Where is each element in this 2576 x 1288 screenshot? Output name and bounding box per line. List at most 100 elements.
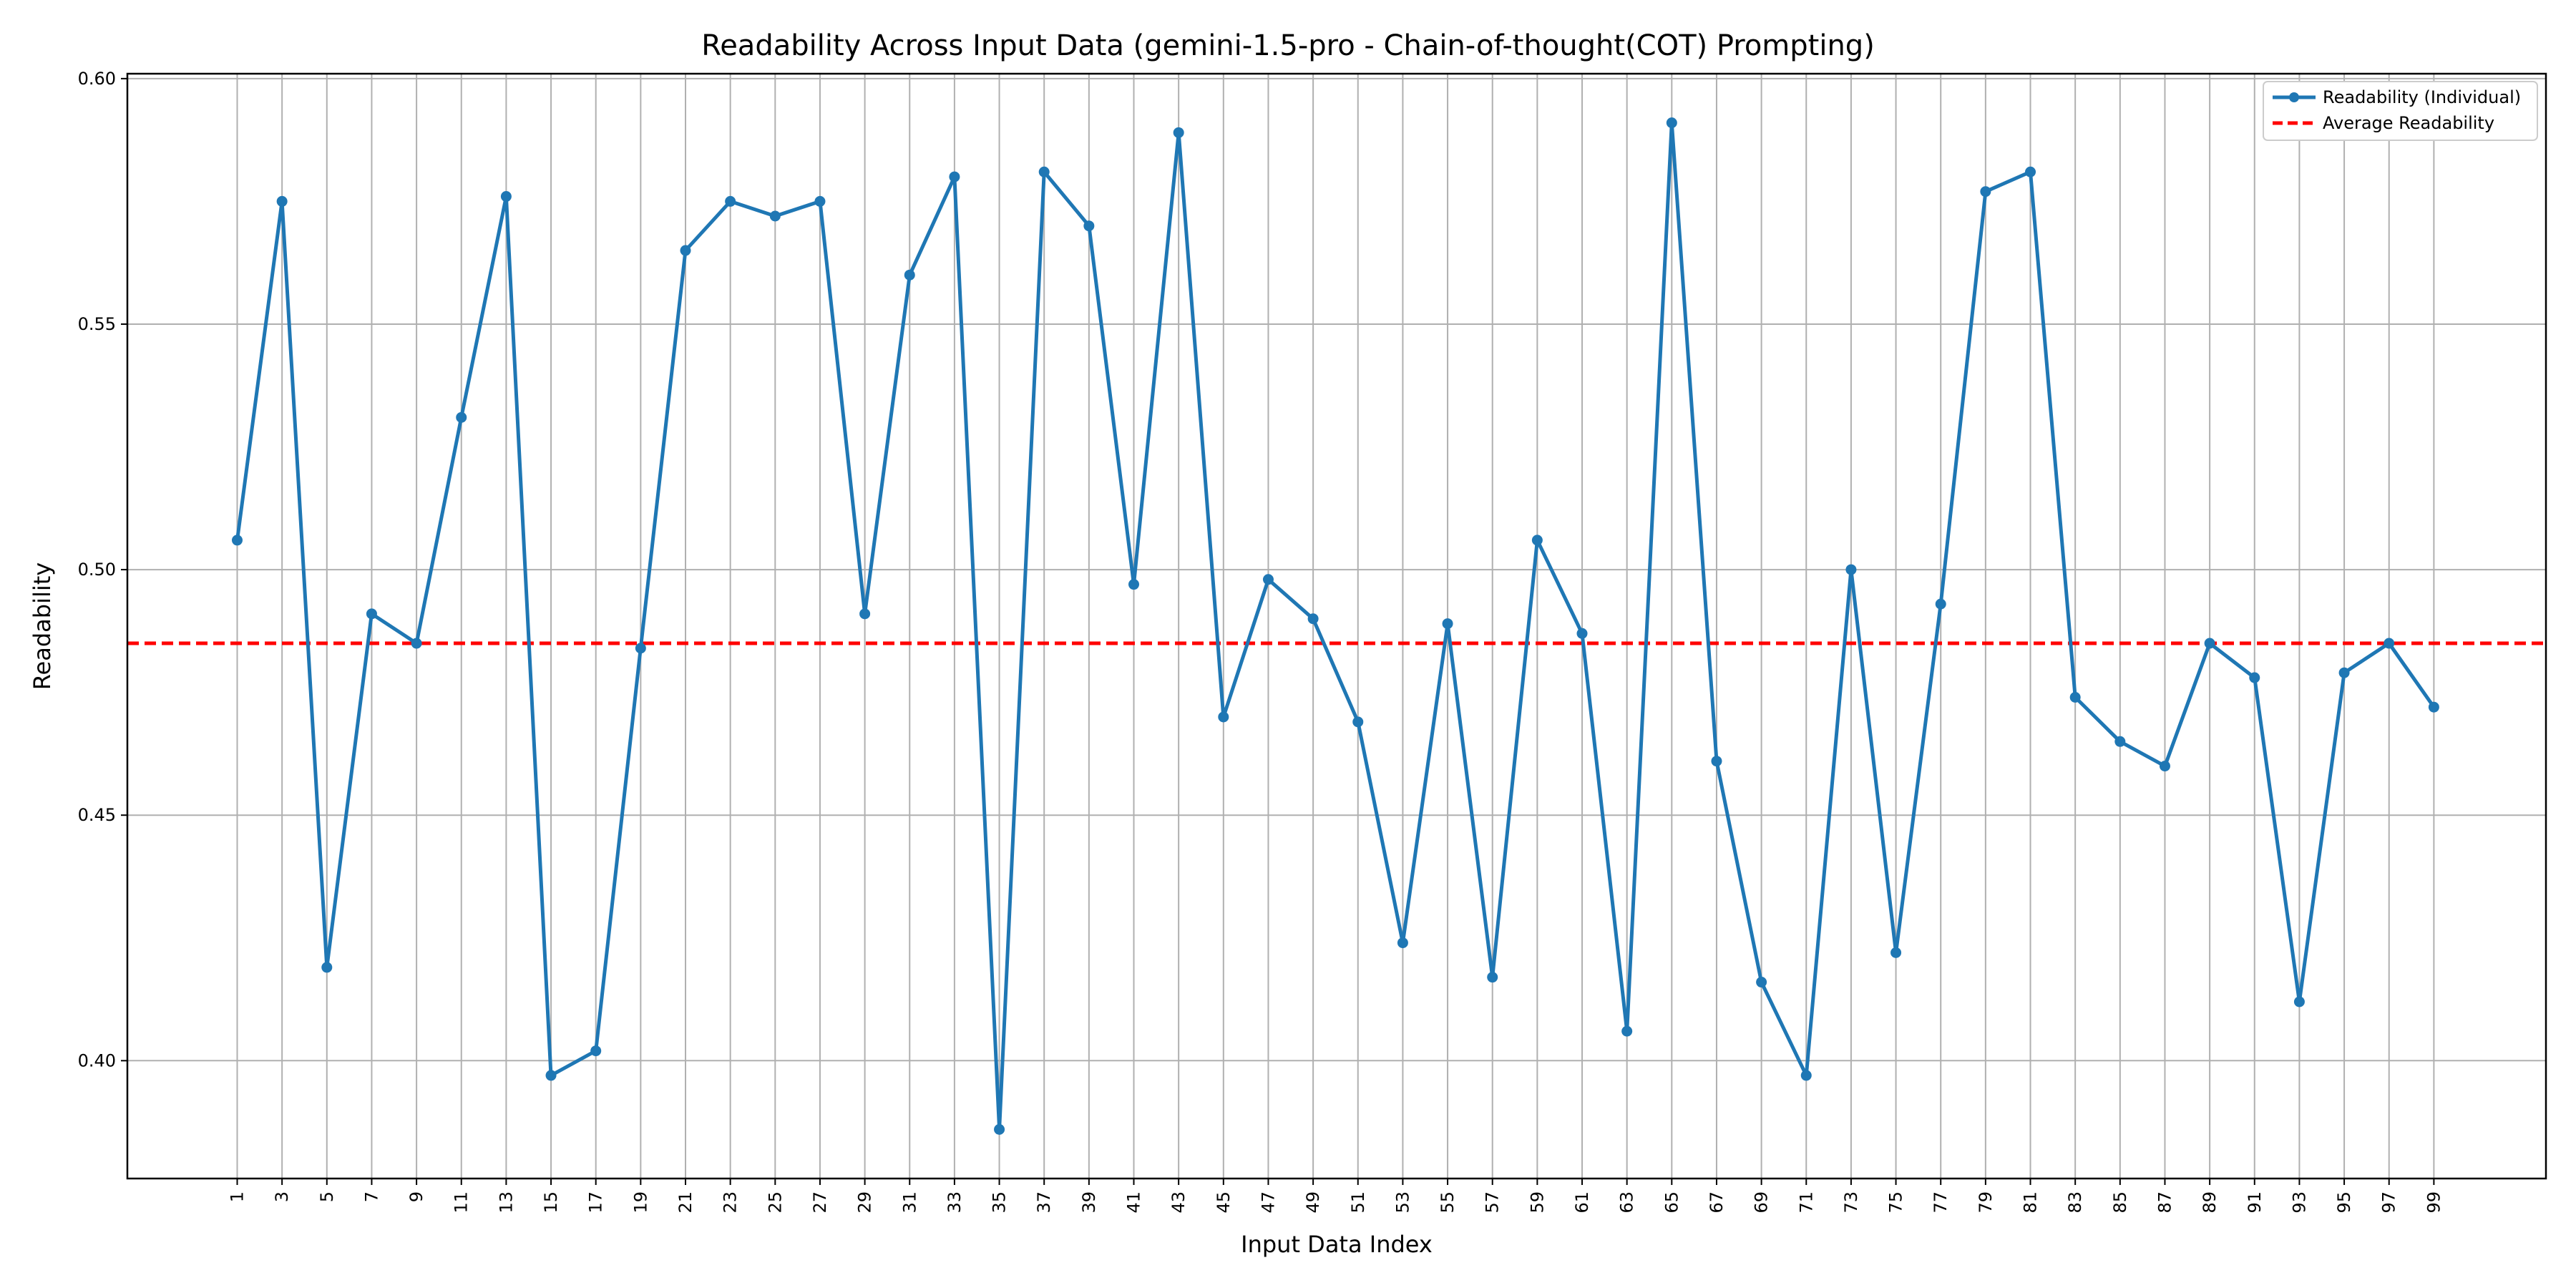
chart-title: Readability Across Input Data (gemini-1.… (701, 29, 1875, 62)
x-tick-label: 61 (1572, 1191, 1592, 1214)
x-tick-label: 3 (272, 1191, 292, 1202)
readability-data-point (1711, 756, 1722, 767)
readability-data-point (2114, 736, 2126, 747)
x-tick-label: 19 (630, 1191, 650, 1214)
x-tick-label: 63 (1617, 1191, 1637, 1214)
readability-data-point (904, 269, 915, 280)
readability-data-point (1531, 535, 1543, 546)
x-tick-label: 95 (2334, 1191, 2354, 1214)
x-tick-label: 49 (1303, 1191, 1323, 1214)
readability-data-point (2428, 701, 2439, 713)
x-tick-label: 83 (2065, 1191, 2085, 1214)
x-tick-label: 45 (1214, 1191, 1234, 1214)
readability-data-point (769, 210, 781, 222)
readability-data-point (2025, 166, 2036, 177)
readability-data-point (276, 195, 288, 207)
x-tick-label: 27 (810, 1191, 830, 1214)
x-tick-label: 37 (1034, 1191, 1054, 1214)
readability-data-point (1845, 564, 1857, 575)
readability-data-point (1621, 1025, 1633, 1037)
readability-data-point (2249, 672, 2260, 683)
x-tick-label: 43 (1169, 1191, 1189, 1214)
readability-data-point (1397, 937, 1408, 949)
readability-data-point (545, 1070, 557, 1081)
readability-data-point (814, 195, 826, 207)
readability-data-point (994, 1123, 1005, 1135)
x-tick-label: 85 (2110, 1191, 2130, 1214)
readability-data-point (1173, 127, 1184, 138)
x-tick-label: 5 (317, 1191, 337, 1202)
x-tick-label: 91 (2245, 1191, 2265, 1214)
x-tick-label: 57 (1483, 1191, 1503, 1214)
x-tick-label: 35 (990, 1191, 1010, 1214)
plot-frame (126, 72, 2547, 1180)
x-tick-label: 55 (1438, 1191, 1458, 1214)
x-tick-label: 69 (1752, 1191, 1772, 1214)
readability-data-point (2204, 638, 2215, 649)
readability-data-point (1935, 598, 1946, 610)
readability-data-point (456, 411, 467, 423)
readability-data-point (1038, 166, 1050, 177)
x-tick-label: 25 (765, 1191, 785, 1214)
x-tick-label: 39 (1079, 1191, 1099, 1214)
readability-data-point (859, 608, 871, 620)
x-tick-label: 47 (1258, 1191, 1278, 1214)
readability-data-point (1576, 628, 1588, 639)
x-tick-label: 77 (1931, 1191, 1951, 1214)
x-tick-label: 99 (2424, 1191, 2444, 1214)
y-tick-label: 0.40 (78, 1050, 116, 1070)
legend-box (2263, 81, 2538, 141)
readability-data-point (2338, 667, 2350, 678)
x-tick-label: 41 (1124, 1191, 1144, 1214)
x-tick-label: 97 (2379, 1191, 2399, 1214)
x-tick-label: 81 (2021, 1191, 2041, 1214)
readability-data-point (1352, 716, 1364, 728)
y-tick-label: 0.60 (78, 69, 116, 89)
y-axis-ticks: 0.40 0.45 0.50 0.55 0.60 (78, 69, 127, 1070)
x-tick-label: 11 (452, 1191, 472, 1214)
readability-data-point (1756, 977, 1767, 988)
x-tick-label: 15 (541, 1191, 561, 1214)
legend-label-individual: Readability (Individual) (2323, 87, 2521, 107)
x-tick-label: 93 (2289, 1191, 2309, 1214)
x-tick-label: 17 (586, 1191, 606, 1214)
x-tick-label: 31 (899, 1191, 919, 1214)
readability-data-point (1890, 947, 1902, 958)
readability-data-point (1487, 972, 1498, 983)
x-tick-label: 87 (2155, 1191, 2175, 1214)
x-tick-label: 33 (945, 1191, 965, 1214)
x-tick-label: 1 (227, 1191, 247, 1202)
readability-data-point (1307, 613, 1319, 625)
readability-series-line (235, 121, 2436, 1131)
grid-lines (127, 74, 2546, 1179)
legend-marker-individual (2289, 92, 2299, 102)
readability-data-point (500, 191, 512, 203)
readability-data-point (2293, 996, 2305, 1008)
x-tick-label: 7 (361, 1191, 381, 1202)
x-axis-label: Input Data Index (1241, 1231, 1433, 1258)
readability-data-point (321, 962, 333, 973)
readability-data-point (590, 1045, 602, 1057)
x-tick-label: 65 (1662, 1191, 1682, 1214)
x-tick-label: 23 (721, 1191, 741, 1214)
readability-data-point (2069, 692, 2081, 703)
readability-data-point (680, 245, 691, 256)
x-tick-label: 89 (2200, 1191, 2220, 1214)
x-tick-label: 51 (1348, 1191, 1368, 1214)
readability-data-point (635, 643, 646, 654)
readability-data-point (1262, 574, 1274, 585)
readability-data-point (1442, 618, 1453, 630)
y-axis-label: Readability (29, 562, 56, 690)
readability-data-point (2384, 638, 2395, 649)
readability-data-point (231, 535, 243, 546)
y-tick-label: 0.55 (78, 314, 116, 334)
readability-data-point (366, 608, 377, 620)
y-tick-label: 0.50 (78, 560, 116, 580)
x-tick-label: 9 (406, 1191, 426, 1202)
x-tick-label: 53 (1392, 1191, 1413, 1214)
readability-data-point (1800, 1070, 1812, 1081)
x-tick-label: 21 (675, 1191, 696, 1214)
readability-data-point (1980, 186, 1991, 197)
readability-data-point (1083, 220, 1095, 232)
